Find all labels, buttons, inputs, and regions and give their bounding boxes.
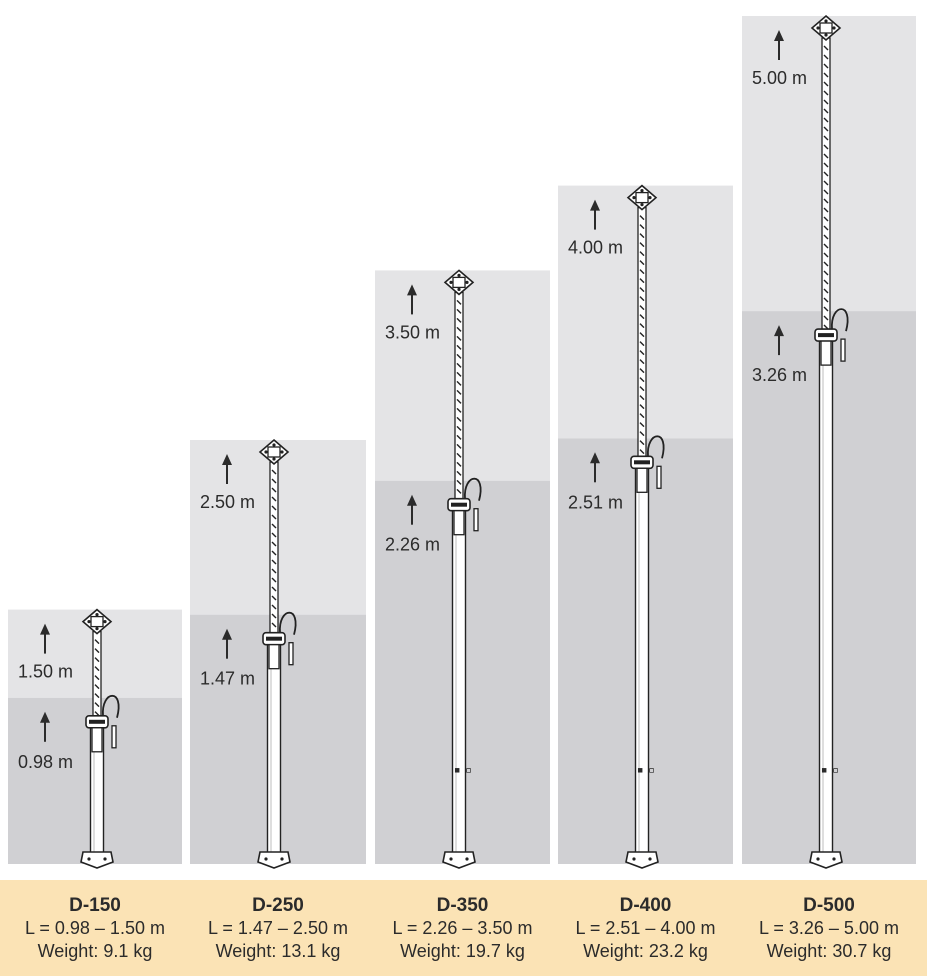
max-height-arrow xyxy=(407,284,417,315)
adjustment-collar xyxy=(262,611,297,670)
collar-sleeve xyxy=(453,510,465,536)
max-height-arrow xyxy=(40,623,50,654)
min-height-arrow xyxy=(222,628,232,659)
base-plate xyxy=(809,851,843,869)
collar-sleeve xyxy=(820,340,832,366)
prop-name: D-500 xyxy=(803,894,855,916)
prop-name: D-250 xyxy=(252,894,304,916)
prop-length-range: L = 2.51 – 4.00 m xyxy=(575,917,716,938)
adjustment-collar xyxy=(85,694,120,753)
info-band xyxy=(0,880,927,976)
locking-pin xyxy=(656,465,662,489)
min-height-arrow xyxy=(590,452,600,483)
tube-marking: ▪ ▫ xyxy=(454,760,472,780)
min-height-arrow xyxy=(774,325,784,356)
prop-weight: Weight: 19.7 kg xyxy=(400,940,525,961)
min-height-label: 1.47 m xyxy=(200,669,255,689)
max-height-label: 3.50 m xyxy=(385,322,440,342)
prop-name: D-150 xyxy=(69,894,121,916)
max-height-label: 1.50 m xyxy=(18,662,73,682)
head-plate xyxy=(626,184,658,211)
collar-handle xyxy=(647,435,665,459)
max-height-label: 5.00 m xyxy=(752,68,807,88)
inner-tube xyxy=(269,461,279,640)
head-plate xyxy=(443,269,475,296)
prop-name: D-400 xyxy=(619,894,672,916)
prop-length-range: L = 3.26 – 5.00 m xyxy=(759,917,899,938)
min-height-label: 2.26 m xyxy=(385,535,440,555)
prop-weight: Weight: 13.1 kg xyxy=(215,940,341,961)
prop-column: 2.50 m 1.47 m xyxy=(190,438,366,869)
prop-length-range: L = 2.26 – 3.50 m xyxy=(392,917,533,938)
min-height-label: 2.51 m xyxy=(568,492,623,512)
collar-handle xyxy=(102,694,120,719)
adjustment-collar xyxy=(630,435,665,493)
prop-info-d150: D-150 L = 0.98 – 1.50 m Weight: 9.1 kg xyxy=(4,880,186,976)
locking-pin xyxy=(288,642,294,666)
collar-handle xyxy=(831,308,849,332)
props-diagram: 1.50 m0.98 m2.50 m1.47 m▪ ▫3.50 m2.26 m▪… xyxy=(8,14,916,869)
collar-sleeve xyxy=(636,467,648,493)
collar-sleeve xyxy=(91,727,103,753)
min-height-label: 3.26 m xyxy=(752,365,807,385)
prop-column: 1.50 m 0.98 m xyxy=(8,608,182,869)
outer-tube xyxy=(634,467,650,857)
min-height-arrow xyxy=(40,711,50,742)
prop-weight: Weight: 30.7 kg xyxy=(766,940,892,961)
collar-handle xyxy=(464,477,482,501)
max-height-arrow xyxy=(590,199,600,230)
max-height-label: 4.00 m xyxy=(568,238,623,258)
outer-tube xyxy=(451,510,467,857)
head-plate xyxy=(81,608,113,635)
base-plate xyxy=(257,851,291,869)
min-height-arrow xyxy=(407,494,417,525)
prop-column: ▪ ▫ 4.00 m 2.51 m xyxy=(558,184,733,869)
prop-info-d500: D-500 L = 3.26 – 5.00 m Weight: 30.7 kg xyxy=(738,880,920,976)
adjustment-holes xyxy=(456,299,462,494)
adjustment-collar xyxy=(814,308,849,366)
head-plate xyxy=(810,14,842,42)
adjustment-collar xyxy=(447,477,482,536)
prop-weight: Weight: 23.2 kg xyxy=(583,940,708,961)
adjustment-holes xyxy=(823,45,829,330)
prop-name: D-350 xyxy=(436,894,489,916)
prop-length-range: L = 1.47 – 2.50 m xyxy=(208,917,348,938)
collar-handle xyxy=(279,611,297,635)
locking-pin xyxy=(840,338,846,362)
prop-info-d250: D-250 L = 1.47 – 2.50 m Weight: 13.1 kg xyxy=(186,880,370,976)
base-plate xyxy=(442,851,476,869)
min-height-label: 0.98 m xyxy=(18,752,73,772)
adjustment-holes xyxy=(94,639,100,717)
prop-length-range: L = 0.98 – 1.50 m xyxy=(25,917,165,938)
tube-marking: ▪ ▫ xyxy=(821,760,839,780)
outer-tube xyxy=(266,643,282,857)
prop-info-d350: D-350 L = 2.26 – 3.50 m Weight: 19.7 kg xyxy=(371,880,554,976)
adjustment-holes xyxy=(639,215,645,455)
base-plate xyxy=(625,851,659,869)
locking-pin xyxy=(473,508,479,532)
base-plate xyxy=(80,851,114,869)
locking-pin xyxy=(111,725,117,749)
adjustment-holes xyxy=(271,469,277,628)
max-height-label: 2.50 m xyxy=(200,492,255,512)
prop-column: ▪ ▫ 3.50 m 2.26 m xyxy=(375,269,550,869)
tube-marking: ▪ ▫ xyxy=(637,760,655,780)
prop-weight: Weight: 9.1 kg xyxy=(37,940,153,961)
collar-sleeve xyxy=(268,644,280,670)
head-plate xyxy=(258,438,290,466)
max-height-arrow xyxy=(774,30,784,60)
max-height-arrow xyxy=(222,454,232,484)
prop-info-d400: D-400 L = 2.51 – 4.00 m Weight: 23.2 kg xyxy=(554,880,737,976)
prop-column: ▪ ▫ 5.00 m 3.26 m xyxy=(742,14,916,869)
